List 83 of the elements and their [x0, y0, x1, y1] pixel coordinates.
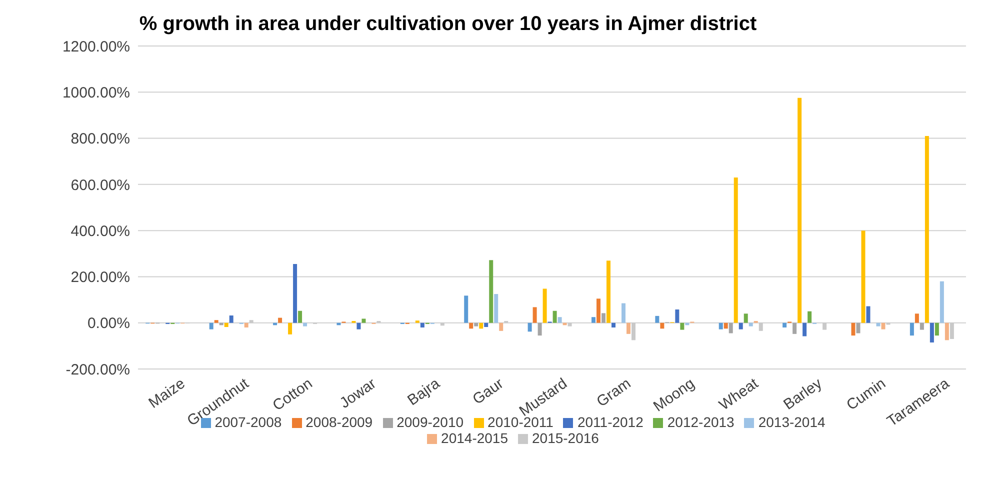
bar [278, 318, 282, 323]
bar [910, 322, 914, 336]
bar [944, 322, 949, 340]
bar [655, 316, 660, 323]
bar [881, 322, 886, 330]
bar [798, 98, 802, 323]
bar [914, 314, 919, 323]
y-tick-label: 800.00% [70, 130, 130, 148]
bar [866, 306, 870, 323]
bar [792, 322, 797, 334]
bar [479, 322, 484, 329]
bar [680, 322, 684, 330]
bar [591, 317, 596, 323]
bar [940, 281, 944, 323]
bar [214, 320, 218, 323]
bar [611, 322, 616, 328]
bar [861, 230, 866, 323]
bar [224, 322, 228, 328]
bar [728, 322, 733, 334]
y-tick-label: 200.00% [70, 269, 130, 286]
chart-title: % growth in area under cultivation over 10 years in Ajmer district [138, 12, 758, 36]
bar [303, 322, 308, 326]
x-tick-label: Bajra [404, 374, 444, 410]
bar [738, 322, 743, 330]
bar [552, 310, 557, 323]
bar [808, 311, 812, 323]
bar [489, 260, 494, 323]
bar [474, 322, 478, 326]
bar [724, 322, 728, 329]
x-tick-label: Gram [594, 375, 634, 411]
legend-label: 2012-2013 [667, 414, 734, 430]
x-tick-label: Gaur [470, 375, 507, 408]
bar [606, 260, 610, 323]
bar [782, 322, 787, 328]
bar [744, 314, 748, 323]
legend-label: 2011-2012 [577, 414, 644, 430]
legend-label: 2013-2014 [758, 414, 826, 430]
bar [920, 322, 924, 330]
bar [734, 178, 738, 323]
bar [298, 310, 302, 323]
bar [464, 296, 468, 323]
bar [209, 322, 214, 330]
bar [542, 288, 547, 323]
bar [499, 322, 504, 331]
bar [528, 322, 532, 332]
y-tick-label: 1000.00% [62, 84, 130, 102]
bar [494, 294, 498, 323]
bar [856, 322, 860, 334]
bar [288, 322, 292, 334]
bar [356, 322, 361, 330]
bar [851, 322, 856, 336]
bar [420, 322, 424, 328]
bar [876, 322, 880, 326]
legend-label: 2015-2016 [532, 430, 599, 446]
legend-label: 2014-2015 [441, 430, 508, 446]
y-tick-label: 400.00% [70, 222, 130, 240]
bar [924, 136, 929, 323]
bar [532, 307, 537, 323]
bar [621, 303, 626, 323]
bar [469, 322, 474, 329]
legend-label: 2008-2009 [306, 414, 373, 430]
bar [244, 322, 248, 328]
bar [626, 322, 630, 334]
bar [293, 264, 298, 323]
bar [229, 315, 234, 323]
bar [934, 322, 939, 336]
bar [558, 317, 562, 323]
bar [718, 322, 723, 330]
bar [538, 322, 542, 336]
y-tick-label: 0.00% [87, 315, 130, 332]
bar [675, 309, 680, 323]
legend-label: 2009-2010 [396, 414, 464, 430]
bar [596, 298, 600, 323]
y-tick-label: -200.00% [66, 361, 130, 378]
bar [802, 322, 807, 336]
bar [484, 322, 488, 328]
bar [601, 313, 606, 323]
y-tick-label: 600.00% [70, 176, 130, 194]
bar [660, 322, 664, 329]
y-tick-label: 1200.00% [62, 38, 130, 56]
bar [362, 318, 366, 323]
bar [748, 322, 753, 326]
bar [930, 322, 934, 342]
